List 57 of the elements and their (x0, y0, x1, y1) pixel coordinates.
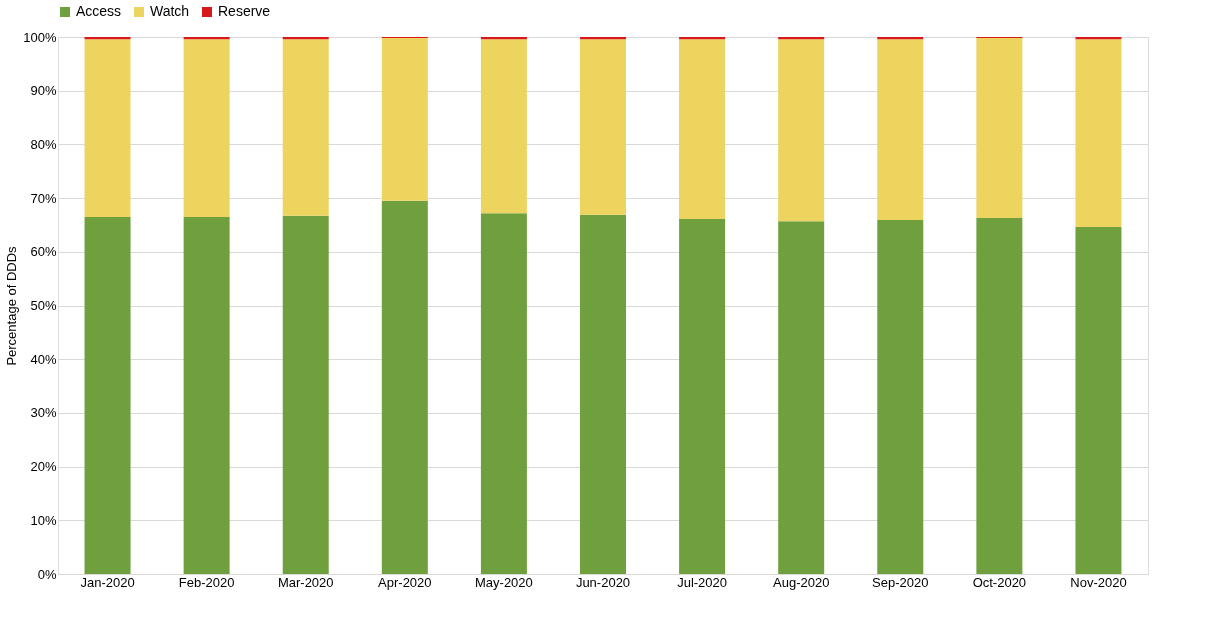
bar (778, 221, 825, 574)
y-tick-label: 70% (30, 190, 57, 206)
legend-label: Watch (150, 3, 190, 19)
bar (282, 37, 329, 40)
bar (183, 37, 230, 40)
bar (183, 216, 230, 574)
bar (381, 38, 428, 201)
bar (1075, 39, 1122, 228)
bar (381, 200, 428, 574)
x-tick-label: Aug-2020 (772, 574, 830, 590)
bar (183, 39, 230, 217)
bar (679, 219, 726, 574)
bar (679, 39, 726, 220)
bar (84, 216, 131, 574)
x-tick-label: Mar-2020 (277, 574, 334, 590)
x-tick-label: May-2020 (475, 574, 533, 590)
x-tick-label: Jul-2020 (677, 574, 728, 590)
legend-label: Access (76, 3, 122, 19)
y-tick-label: 0% (37, 566, 57, 582)
bar (480, 213, 527, 574)
y-axis-title: Percentage of DDDs (4, 245, 20, 366)
y-tick-label: 60% (30, 244, 57, 260)
bar (282, 215, 329, 574)
y-tick-label: 30% (30, 405, 57, 421)
y-tick-label: 20% (30, 459, 57, 475)
bar (976, 38, 1023, 218)
bar (580, 39, 626, 215)
bar (877, 37, 924, 40)
bar (877, 39, 924, 221)
x-tick-label: Sep-2020 (872, 574, 929, 590)
x-tick-label: Apr-2020 (378, 574, 432, 590)
bar (480, 39, 527, 214)
bar (480, 37, 527, 40)
x-tick-label: Jan-2020 (80, 574, 135, 590)
y-tick-label: 90% (30, 83, 57, 99)
bar (778, 37, 825, 40)
y-tick-label: 100% (23, 29, 57, 45)
bar (679, 37, 726, 40)
legend-label: Reserve (218, 3, 271, 19)
y-tick-label: 50% (30, 298, 57, 313)
bar (976, 217, 1023, 574)
bar (580, 214, 626, 574)
bar (1075, 227, 1122, 574)
bar (282, 39, 329, 216)
y-tick-label: 80% (30, 136, 57, 152)
bar (84, 39, 131, 217)
x-tick-label: Jun-2020 (575, 574, 631, 590)
bar (84, 37, 131, 40)
x-tick-label: Nov-2020 (1070, 574, 1127, 590)
bar (580, 37, 626, 40)
bar (778, 39, 825, 222)
bar (1075, 37, 1122, 40)
y-tick-label: 10% (30, 512, 57, 528)
x-tick-label: Feb-2020 (178, 574, 235, 590)
x-tick-label: Oct-2020 (972, 574, 1027, 590)
bar (877, 220, 924, 574)
y-tick-label: 40% (30, 351, 57, 367)
